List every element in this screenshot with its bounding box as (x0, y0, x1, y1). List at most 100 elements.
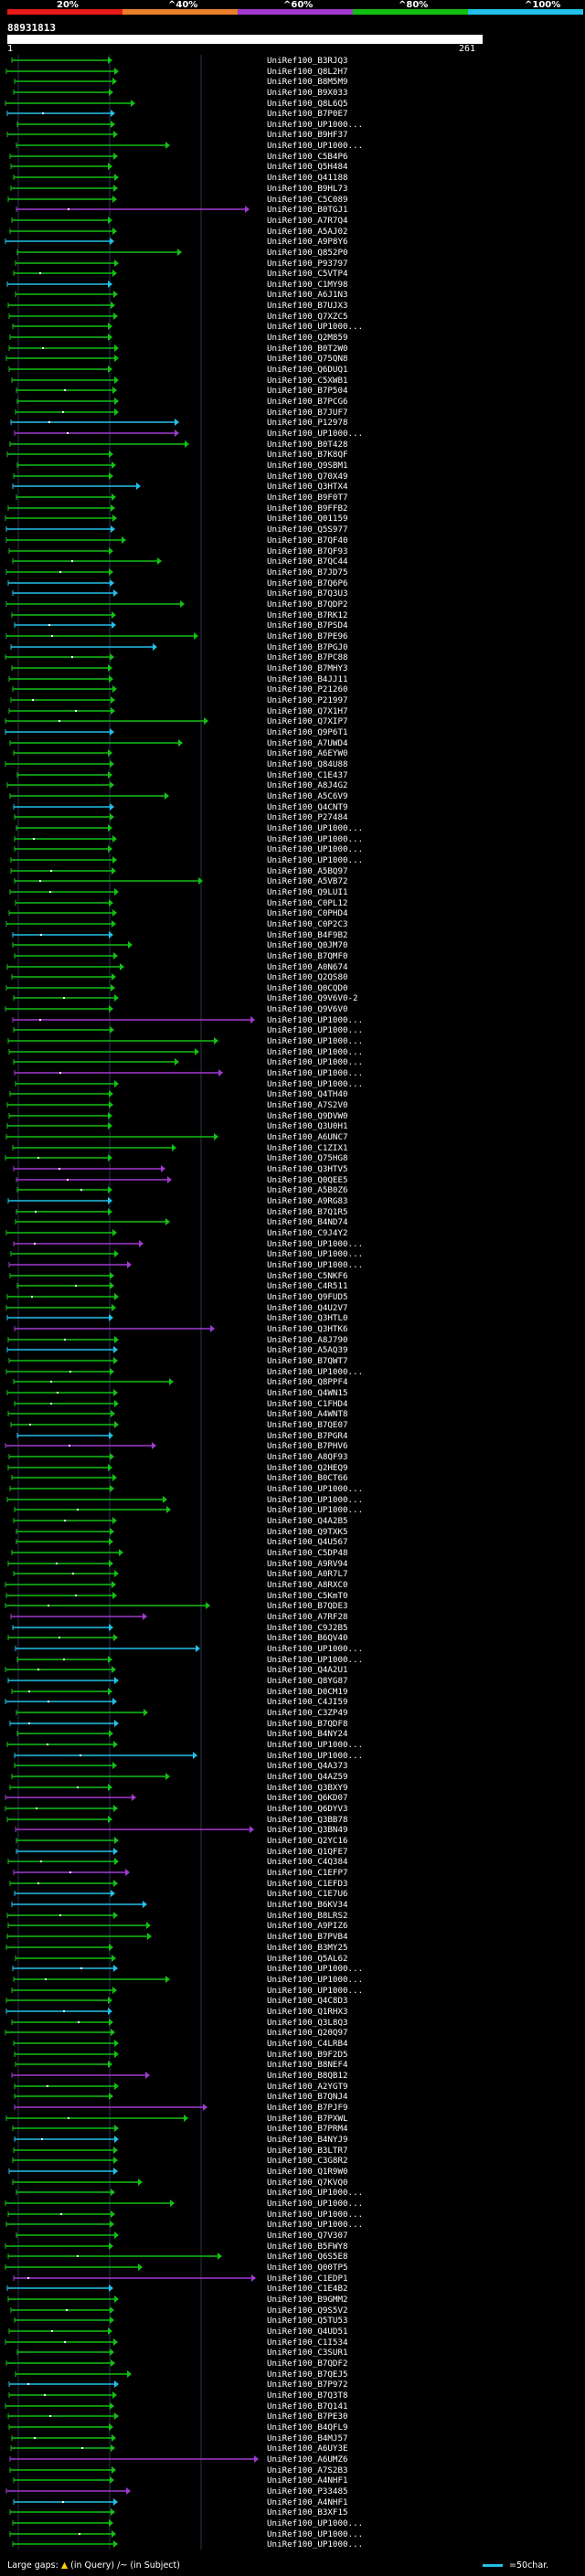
hit-label[interactable]: UniRef100_B7P504 (267, 386, 348, 396)
hit-row[interactable]: UniRef100_UP1000... (16, 1655, 363, 1665)
hit-row[interactable]: UniRef100_C1EDP1 (13, 2274, 348, 2284)
hit-row[interactable]: UniRef100_Q6DUQ1 (8, 365, 348, 375)
hit-row[interactable]: UniRef100_UP1000... (13, 1239, 363, 1249)
hit-row[interactable]: UniRef100_B9FFB2 (7, 504, 348, 514)
hit-row[interactable]: UniRef100_C9J2B5 (12, 1623, 348, 1633)
hit-row[interactable]: UniRef100_Q3HTX4 (12, 482, 348, 492)
hit-label[interactable]: UniRef100_UP1000... (267, 120, 363, 130)
hit-row[interactable]: UniRef100_C9J4Y2 (5, 1228, 348, 1238)
hit-row[interactable]: UniRef100_UP1000... (13, 1057, 363, 1067)
hit-label[interactable]: UniRef100_C0P2C3 (267, 919, 348, 929)
hit-row[interactable]: UniRef100_Q5H484 (10, 162, 348, 172)
hit-label[interactable]: UniRef100_Q852P0 (267, 248, 348, 258)
hit-label[interactable]: UniRef100_C0PHD4 (267, 908, 348, 918)
hit-row[interactable]: UniRef100_Q20Q97 (5, 2028, 348, 2038)
hit-row[interactable]: UniRef100_A0N674 (6, 962, 348, 972)
hit-label[interactable]: UniRef100_Q3BXY9 (267, 1783, 348, 1793)
hit-row[interactable]: UniRef100_Q7KVQ0 (12, 2178, 348, 2188)
hit-label[interactable]: UniRef100_Q9V6V0-2 (267, 993, 358, 1003)
hit-row[interactable]: UniRef100_B4NY24 (16, 1729, 348, 1739)
hit-row[interactable]: UniRef100_C5VTP4 (13, 269, 348, 279)
hit-row[interactable]: UniRef100_UP1000... (14, 1505, 363, 1515)
hit-label[interactable]: UniRef100_C1EFP7 (267, 1868, 348, 1878)
hit-row[interactable]: UniRef100_Q8L6Q5 (5, 99, 348, 109)
hit-row[interactable]: UniRef100_UP1000... (16, 2188, 363, 2198)
hit-row[interactable]: UniRef100_C1FHD4 (14, 1399, 348, 1409)
hit-label[interactable]: UniRef100_C4JI59 (267, 1697, 348, 1707)
hit-row[interactable]: UniRef100_C5C089 (7, 195, 348, 205)
hit-label[interactable]: UniRef100_B0T2W0 (267, 344, 348, 354)
hit-label[interactable]: UniRef100_B7Q1R5 (267, 1207, 348, 1217)
hit-label[interactable]: UniRef100_B7PJF9 (267, 2103, 348, 2113)
hit-label[interactable]: UniRef100_Q7KVQ0 (267, 2178, 348, 2188)
hit-label[interactable]: UniRef100_Q75QN8 (267, 354, 348, 364)
hit-row[interactable]: UniRef100_Q3BXY9 (9, 1783, 348, 1793)
hit-label[interactable]: UniRef100_B7PGR4 (267, 1431, 348, 1441)
hit-label[interactable]: UniRef100_Q8L2H7 (267, 67, 348, 77)
hit-label[interactable]: UniRef100_B7Q141 (267, 2401, 348, 2412)
hit-row[interactable]: UniRef100_A5BQ97 (10, 866, 348, 876)
hit-row[interactable]: UniRef100_B7Q141 (5, 2401, 348, 2412)
hit-row[interactable]: UniRef100_UP1000... (5, 2199, 363, 2209)
hit-label[interactable]: UniRef100_UP1000... (267, 1751, 363, 1761)
hit-label[interactable]: UniRef100_Q4A2U1 (267, 1665, 348, 1675)
hit-row[interactable]: UniRef100_Q2YC16 (16, 1836, 348, 1846)
hit-label[interactable]: UniRef100_B7QE07 (267, 1420, 348, 1430)
hit-row[interactable]: UniRef100_B7UJX3 (7, 301, 348, 311)
hit-row[interactable]: UniRef100_Q3U0H1 (6, 1121, 348, 1131)
hit-label[interactable]: UniRef100_B7PCG6 (267, 397, 348, 407)
hit-row[interactable]: UniRef100_A4NHF1 (13, 2475, 348, 2486)
hit-row[interactable]: UniRef100_B8NEF4 (15, 2060, 348, 2070)
hit-label[interactable]: UniRef100_C3G8R2 (267, 2156, 348, 2166)
hit-row[interactable]: UniRef100_C3G8R2 (12, 2156, 348, 2166)
hit-row[interactable]: UniRef100_B7QDE3 (5, 1601, 348, 1611)
hit-label[interactable]: UniRef100_B7P0E7 (267, 109, 348, 119)
hit-row[interactable]: UniRef100_B4F9B2 (12, 930, 348, 940)
hit-label[interactable]: UniRef100_A4WNT8 (267, 1409, 348, 1419)
hit-row[interactable]: UniRef100_Q8YG87 (7, 1676, 348, 1686)
hit-row[interactable]: UniRef100_A4NHF1 (13, 2497, 348, 2507)
hit-row[interactable]: UniRef100_Q84U88 (5, 759, 348, 769)
hit-label[interactable]: UniRef100_C0PL12 (267, 898, 348, 908)
hit-row[interactable]: UniRef100_A8QF93 (8, 1452, 348, 1462)
hit-row[interactable]: UniRef100_UP1000... (10, 855, 363, 865)
hit-row[interactable]: UniRef100_UP1000... (8, 1260, 363, 1270)
hit-row[interactable]: UniRef100_Q4U2V7 (5, 1303, 348, 1313)
hit-row[interactable]: UniRef100_Q4A373 (14, 1761, 348, 1771)
hit-row[interactable]: UniRef100_UP1000... (7, 1036, 363, 1046)
hit-row[interactable]: UniRef100_UP1000... (15, 1079, 363, 1089)
hit-label[interactable]: UniRef100_C4Q384 (267, 1857, 348, 1867)
hit-label[interactable]: UniRef100_Q5TU53 (267, 2316, 348, 2326)
hit-label[interactable]: UniRef100_UP1000... (267, 844, 363, 854)
hit-row[interactable]: UniRef100_Q852P0 (16, 248, 348, 258)
hit-label[interactable]: UniRef100_UP1000... (267, 1644, 363, 1654)
hit-label[interactable]: UniRef100_C3ZP49 (267, 1708, 348, 1718)
hit-label[interactable]: UniRef100_A8QF93 (267, 1452, 348, 1462)
hit-label[interactable]: UniRef100_UP1000... (267, 1025, 363, 1035)
hit-label[interactable]: UniRef100_Q6DYV3 (267, 1804, 348, 1814)
hit-label[interactable]: UniRef100_B7PE30 (267, 2412, 348, 2422)
hit-label[interactable]: UniRef100_C1MY98 (267, 280, 348, 290)
hit-label[interactable]: UniRef100_C1ZIX1 (267, 1143, 348, 1153)
hit-label[interactable]: UniRef100_B7PE96 (267, 631, 348, 641)
hit-row[interactable]: UniRef100_B7QNJ4 (14, 2092, 348, 2102)
hit-label[interactable]: UniRef100_Q6DUQ1 (267, 365, 348, 375)
hit-row[interactable]: UniRef100_B0CT66 (11, 1473, 348, 1483)
hit-label[interactable]: UniRef100_Q75HG8 (267, 1153, 348, 1163)
hit-row[interactable]: UniRef100_UP1000... (12, 2539, 363, 2549)
hit-label[interactable]: UniRef100_Q4UD51 (267, 2327, 348, 2337)
hit-row[interactable]: UniRef100_B5FWY8 (5, 2242, 348, 2252)
hit-row[interactable]: UniRef100_UP1000... (16, 823, 363, 833)
hit-row[interactable]: UniRef100_A7UWD4 (9, 738, 348, 748)
hit-label[interactable]: UniRef100_Q41188 (267, 173, 348, 183)
hit-label[interactable]: UniRef100_Q00TP5 (267, 2263, 348, 2273)
hit-label[interactable]: UniRef100_Q3L8Q3 (267, 2018, 348, 2028)
hit-label[interactable]: UniRef100_B7PVB4 (267, 1932, 348, 1942)
hit-label[interactable]: UniRef100_Q4CNT9 (267, 802, 348, 812)
hit-row[interactable]: UniRef100_Q4TH40 (9, 1089, 348, 1099)
hit-label[interactable]: UniRef100_UP1000... (267, 1655, 363, 1665)
hit-label[interactable]: UniRef100_A8J4G2 (267, 780, 348, 790)
hit-row[interactable]: UniRef100_C5KmT0 (5, 1591, 348, 1601)
hit-label[interactable]: UniRef100_Q8YG87 (267, 1676, 348, 1686)
hit-row[interactable]: UniRef100_Q3HTV5 (13, 1164, 348, 1174)
